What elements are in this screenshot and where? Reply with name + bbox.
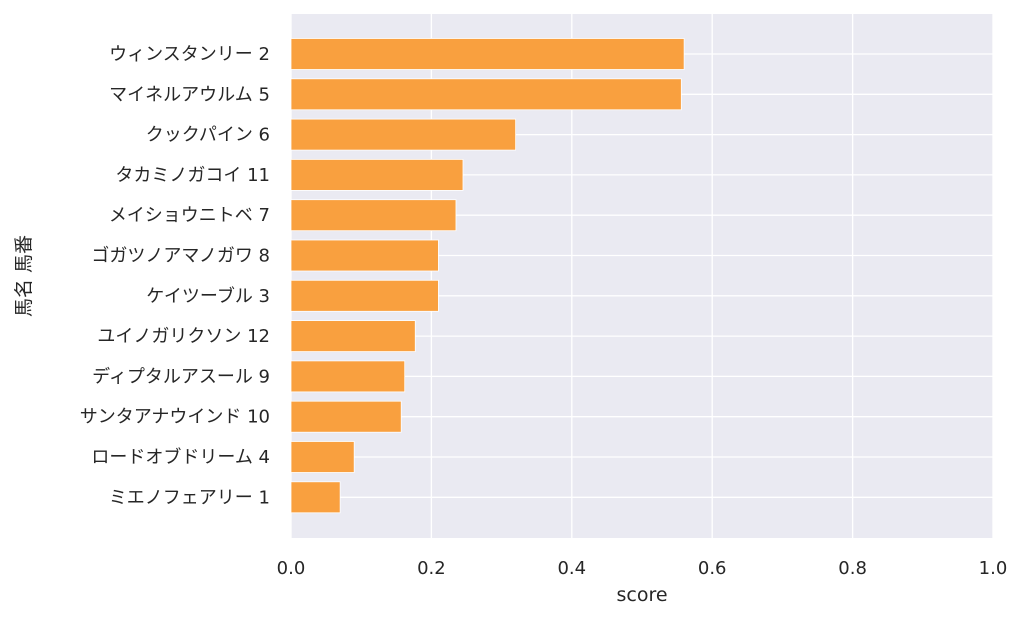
category-label: クックパイン 6 — [146, 125, 270, 146]
category-label: サンタアナウインド 10 — [80, 407, 270, 428]
category-label: ユイノガリクソン 12 — [97, 326, 270, 347]
category-label: ウィンスタンリー 2 — [109, 44, 270, 65]
bar — [290, 78, 682, 111]
bar — [290, 400, 402, 433]
bar — [290, 199, 457, 232]
x-tick-labels: 0.0 0.2 0.4 0.6 0.8 1.0 — [277, 558, 1008, 579]
bar — [290, 279, 439, 312]
bar — [290, 360, 406, 393]
x-tick-label: 0.2 — [417, 558, 446, 579]
category-label: ミエノフェアリー 1 — [109, 487, 270, 508]
bar — [290, 38, 685, 70]
bars — [290, 38, 685, 514]
x-tick-label: 0.0 — [277, 558, 306, 579]
category-label: ディプタルアスール 9 — [92, 366, 270, 387]
bar — [290, 320, 416, 353]
category-label: タカミノガコイ 11 — [115, 165, 270, 186]
category-label: メイショウニトベ 7 — [109, 205, 270, 226]
bar — [290, 239, 439, 272]
x-tick-label: 0.4 — [557, 558, 586, 579]
category-label: ゴガツノアマノガワ 8 — [91, 246, 270, 267]
bar — [290, 118, 517, 151]
x-tick-label: 1.0 — [979, 558, 1008, 579]
category-label: マイネルアウルム 5 — [109, 84, 270, 105]
category-label: ロードオブドリーム 4 — [91, 446, 270, 468]
bar — [290, 158, 464, 191]
x-tick-label: 0.6 — [698, 558, 727, 579]
y-axis-label: 馬名 馬番 — [13, 235, 35, 317]
x-axis-label: score — [616, 584, 667, 606]
bar — [290, 441, 355, 473]
x-tick-label: 0.8 — [838, 558, 867, 579]
category-label: ケイツーブル 3 — [146, 285, 270, 307]
category-labels: ウィンスタンリー 2 マイネルアウルム 5 クックパイン 6 タカミノガコイ 11 メイ… — [80, 44, 270, 508]
bar — [290, 481, 341, 514]
